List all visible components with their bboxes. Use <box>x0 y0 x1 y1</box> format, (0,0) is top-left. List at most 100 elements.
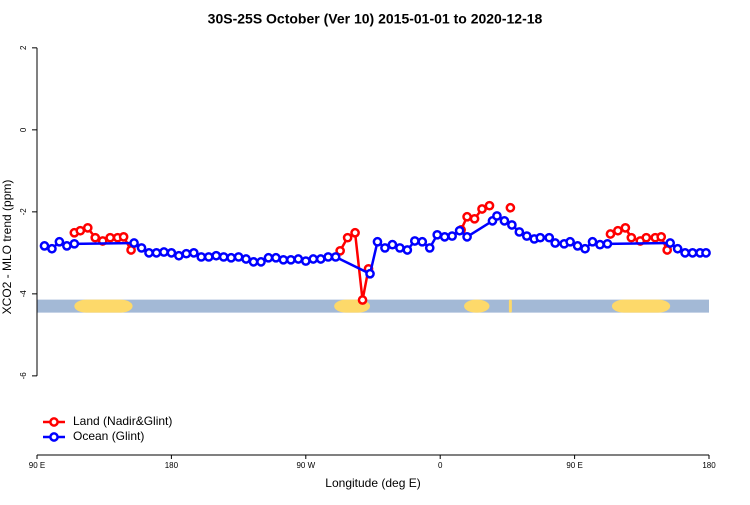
y-tick-label: -2 <box>19 208 28 216</box>
x-tick-label: 0 <box>438 461 443 470</box>
point <box>350 227 360 238</box>
x-tick-label: 90 E <box>566 461 582 470</box>
point <box>218 252 229 262</box>
point <box>499 216 510 226</box>
x-tick-label: 180 <box>702 461 716 470</box>
point <box>90 232 101 243</box>
point <box>241 254 251 264</box>
point <box>402 245 413 255</box>
point <box>47 243 57 254</box>
point <box>514 227 525 237</box>
point <box>462 232 472 242</box>
chart-title: 30S-25S October (Ver 10) 2015-01-01 to 2… <box>208 11 543 27</box>
point <box>395 243 405 253</box>
point <box>595 239 605 250</box>
point <box>641 232 652 243</box>
point <box>605 229 616 239</box>
point <box>380 243 390 253</box>
point <box>439 232 450 242</box>
x-tick-label: 90 E <box>29 461 45 470</box>
y-tick-label: -4 <box>19 290 28 298</box>
point <box>256 257 266 267</box>
y-tick-label: 0 <box>19 127 28 132</box>
point <box>263 252 274 263</box>
point <box>174 250 184 261</box>
x-axis-label: Longitude (deg E) <box>325 476 420 490</box>
point <box>166 248 177 258</box>
point <box>620 222 631 233</box>
point <box>365 268 375 279</box>
x-tick-label: 90 W <box>296 461 315 470</box>
point <box>248 257 259 267</box>
point <box>196 252 207 262</box>
point <box>278 254 289 265</box>
point <box>330 252 341 262</box>
point <box>181 248 192 259</box>
land-band <box>611 299 671 313</box>
point <box>602 238 613 249</box>
point <box>300 256 311 266</box>
point <box>550 238 561 248</box>
point <box>39 241 50 251</box>
point <box>54 236 65 247</box>
point <box>293 254 304 264</box>
point <box>82 222 93 233</box>
point <box>613 225 623 236</box>
point <box>492 211 502 221</box>
point <box>203 252 214 262</box>
point <box>69 238 80 249</box>
point <box>587 236 598 247</box>
point <box>477 204 487 214</box>
x-tick-label: 180 <box>165 461 179 470</box>
legend-marker <box>49 432 59 442</box>
point <box>409 236 420 246</box>
point <box>447 231 457 241</box>
land-band <box>74 299 133 313</box>
point <box>387 239 398 250</box>
point <box>432 229 443 240</box>
point <box>315 254 326 264</box>
point <box>372 236 383 247</box>
point <box>454 225 465 236</box>
point <box>665 238 676 248</box>
point <box>323 252 334 262</box>
point <box>656 232 667 242</box>
y-tick-label: -6 <box>19 372 28 380</box>
legend-label: Ocean (Glint) <box>73 429 144 443</box>
point <box>62 241 72 251</box>
legend-marker <box>49 417 59 427</box>
point <box>580 243 590 254</box>
point <box>544 232 555 243</box>
land-band <box>508 299 512 313</box>
point <box>424 243 435 253</box>
point <box>626 232 637 243</box>
point <box>521 231 532 241</box>
legend-label: Land (Nadir&Glint) <box>73 414 172 428</box>
point <box>233 252 244 262</box>
point <box>159 247 169 257</box>
point <box>417 236 428 247</box>
point <box>565 236 575 247</box>
point <box>505 202 516 213</box>
point <box>701 248 711 258</box>
point <box>75 225 86 236</box>
point <box>535 232 546 243</box>
point <box>462 211 472 222</box>
point <box>286 254 296 265</box>
point <box>308 254 319 264</box>
point <box>118 232 129 242</box>
point <box>188 248 199 258</box>
point <box>484 200 495 211</box>
point <box>136 243 147 253</box>
point <box>105 232 116 243</box>
point <box>271 252 281 263</box>
point <box>469 213 480 224</box>
point <box>687 248 698 258</box>
point <box>335 245 345 256</box>
y-axis-label: XCO2 - MLO trend (ppm) <box>0 180 14 315</box>
point <box>680 248 690 258</box>
point <box>211 250 222 261</box>
point <box>507 220 517 230</box>
point <box>151 248 162 258</box>
